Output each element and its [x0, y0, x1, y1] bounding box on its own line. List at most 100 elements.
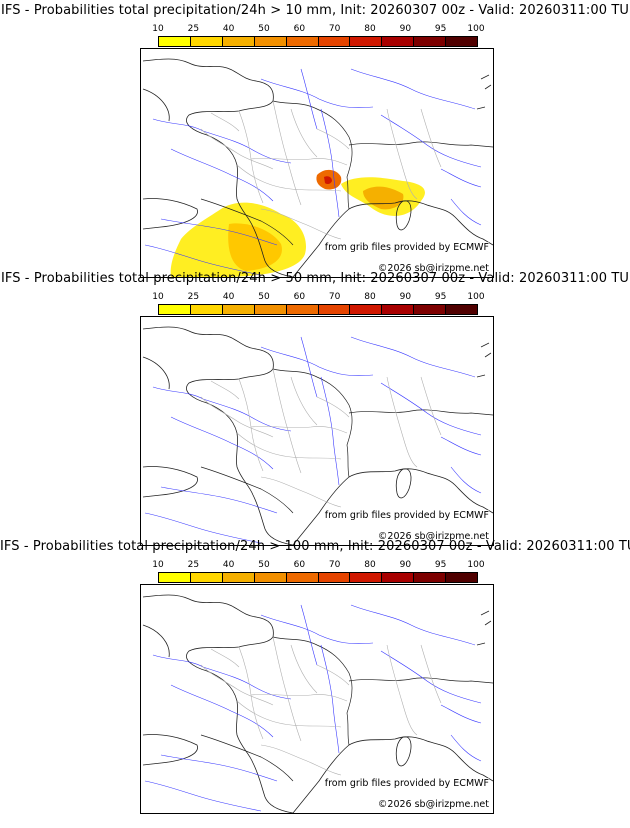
colorbar-segment: [414, 305, 447, 314]
map-svg: [142, 594, 493, 813]
river-line: [160, 486, 278, 514]
colorbar-segment: [159, 37, 191, 46]
colorbar-segment: [190, 305, 223, 314]
colorbar: [158, 304, 478, 315]
border-france-east: [272, 636, 353, 746]
coastline-mediterranean: [292, 736, 493, 813]
river-line: [440, 168, 482, 226]
colorbar-segment: [254, 305, 287, 314]
colorbar-segment: [350, 37, 383, 46]
river-line: [160, 218, 278, 246]
map-panel-10mm: IFS - Probabilities total precipitation/…: [0, 0, 630, 278]
colorbar-tick-label: 50: [258, 24, 270, 34]
region-border: [200, 128, 274, 170]
colorbar-tick-label: 25: [187, 292, 200, 302]
colorbar-segment: [159, 573, 191, 582]
river-line: [320, 108, 340, 218]
colorbar-segment: [318, 37, 351, 46]
colorbar-tick-label: 60: [293, 292, 306, 302]
region-border: [210, 380, 240, 400]
coastline-atlantic: [142, 594, 294, 813]
colorbar-tick-label: 10: [152, 560, 164, 570]
river-line: [170, 148, 274, 202]
colorbar-segment: [222, 305, 255, 314]
border-pyrenees: [200, 734, 294, 782]
coastline-cantabrian: [142, 734, 198, 766]
region-border: [316, 396, 350, 418]
region-border: [210, 112, 240, 132]
colorbar-segment: [286, 305, 319, 314]
river-line: [440, 436, 482, 494]
coastline-corsica: [395, 200, 412, 231]
region-border: [316, 664, 350, 686]
river-line: [300, 68, 318, 130]
river-line: [300, 604, 318, 666]
colorbar-segment: [414, 573, 447, 582]
river-line: [260, 78, 374, 109]
coastline-islands: [476, 610, 492, 646]
credit-text: from grib files provided by ECMWF: [324, 778, 489, 789]
coastline-cantabrian: [142, 198, 198, 230]
river-line: [350, 336, 476, 378]
colorbar-tick-label: 10: [152, 292, 164, 302]
panel-title: IFS - Probabilities total precipitation/…: [0, 3, 630, 18]
river-line: [320, 376, 340, 486]
region-border: [200, 396, 274, 438]
colorbar-tick-label: 80: [364, 24, 376, 34]
region-border: [236, 164, 342, 192]
river-line: [144, 780, 262, 812]
border-pyrenees: [200, 466, 294, 514]
colorbar-segment: [350, 573, 383, 582]
border-france-east: [272, 368, 353, 478]
region-border: [250, 158, 348, 166]
river-line: [380, 382, 482, 436]
river-line: [380, 650, 482, 704]
river-line: [152, 654, 292, 700]
region-border: [260, 476, 342, 508]
colorbar-segment: [254, 37, 287, 46]
colorbar-tick-label: 60: [293, 560, 306, 570]
region-border: [260, 744, 342, 776]
colorbar-tick-label: 80: [364, 560, 376, 570]
region-border: [238, 378, 264, 472]
colorbar-tick-label: 100: [467, 24, 485, 34]
colorbar-tick-label: 100: [467, 560, 485, 570]
colorbar: [158, 572, 478, 583]
region-border: [420, 644, 442, 704]
colorbar-tick-label: 25: [187, 560, 200, 570]
coastline-cantabrian: [142, 466, 198, 498]
colorbar-tick-label: 10: [152, 24, 164, 34]
river-line: [300, 336, 318, 398]
precip-peak: [324, 176, 332, 185]
river-line: [152, 118, 292, 164]
river-line: [170, 416, 274, 470]
river-line: [160, 754, 278, 782]
region-border: [290, 644, 318, 694]
region-border: [386, 376, 418, 468]
region-border: [290, 376, 318, 426]
map-panel-100mm: IFS - Probabilities total precipitation/…: [0, 536, 630, 814]
colorbar-segment: [286, 573, 319, 582]
colorbar-tick-label: 70: [328, 560, 341, 570]
region-border: [236, 700, 342, 728]
colorbar-tick-label: 80: [364, 292, 376, 302]
colorbar-segment: [318, 573, 351, 582]
precip-core-southwest: [228, 223, 282, 271]
region-border: [386, 108, 418, 200]
coastline-islands: [476, 74, 492, 110]
colorbar-segment: [382, 37, 415, 46]
colorbar-segment: [382, 573, 415, 582]
region-border: [238, 646, 264, 740]
colorbar-tick-label: 90: [399, 24, 412, 34]
colorbar-tick-label: 50: [258, 292, 270, 302]
coastline-atlantic: [142, 326, 294, 545]
river-line: [440, 704, 482, 762]
river-line: [350, 604, 476, 646]
region-border: [210, 648, 240, 668]
colorbar-segment: [159, 305, 191, 314]
credit-text: from grib files provided by ECMWF: [324, 510, 489, 521]
region-border: [316, 128, 350, 150]
colorbar-segment: [286, 37, 319, 46]
colorbar-segment: [190, 573, 223, 582]
copyright-text: ©2026 sb@irizpme.net: [377, 531, 489, 542]
